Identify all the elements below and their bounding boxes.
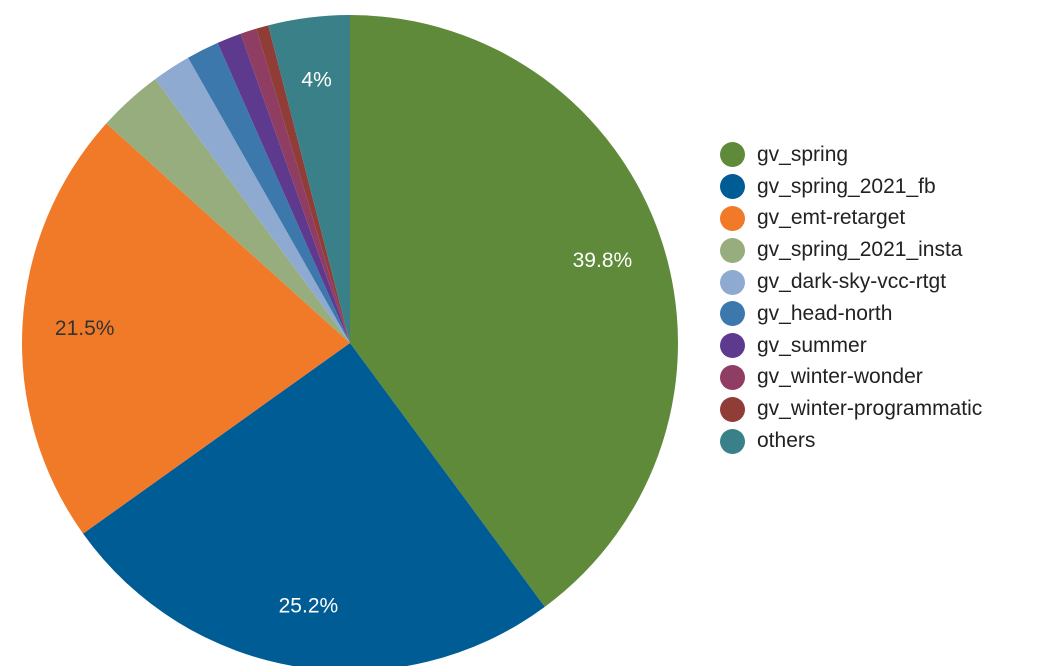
pie-slice-gv-winter-wonder[interactable] bbox=[240, 28, 350, 343]
legend-swatch bbox=[720, 205, 745, 231]
pie-slice-gv-emt-retarget[interactable] bbox=[21, 123, 350, 534]
legend-item-gv-summer[interactable]: gv_summer bbox=[720, 330, 982, 362]
legend-label: gv_dark-sky-vcc-rtgt bbox=[757, 270, 947, 294]
chart-legend: gv_spring gv_spring_2021_fb gv_emt-retarge… bbox=[720, 139, 982, 457]
legend-label: gv_spring bbox=[757, 142, 849, 166]
slice-label-others: 4% bbox=[301, 68, 331, 91]
legend-label: gv_summer bbox=[757, 333, 867, 357]
legend-swatch bbox=[720, 269, 745, 295]
pie-slice-gv-summer[interactable] bbox=[217, 33, 350, 344]
legend-label: gv_emt-retarget bbox=[757, 206, 906, 230]
legend-label: gv_spring_2021_insta bbox=[757, 238, 963, 262]
pie-slice-gv-head-north[interactable] bbox=[188, 42, 350, 343]
pie-labels: 39.8% 25.2% 21.5% 4% bbox=[55, 68, 632, 617]
legend-swatch bbox=[720, 396, 745, 422]
legend-label: gv_head-north bbox=[757, 301, 893, 325]
legend-swatch bbox=[720, 364, 745, 390]
legend-swatch bbox=[720, 301, 745, 327]
legend-item-gv-emt-retarget[interactable]: gv_emt-retarget bbox=[720, 203, 982, 235]
legend-item-gv-spring[interactable]: gv_spring bbox=[720, 139, 982, 171]
legend-label: gv_winter-wonder bbox=[757, 365, 923, 389]
pie-slice-gv-winter-programmatic[interactable] bbox=[256, 25, 350, 343]
pie-slice-others[interactable] bbox=[268, 15, 350, 343]
legend-swatch bbox=[720, 174, 745, 200]
legend-label: gv_spring_2021_fb bbox=[757, 174, 936, 198]
legend-item-gv-head-north[interactable]: gv_head-north bbox=[720, 298, 982, 330]
legend-swatch bbox=[720, 333, 745, 359]
pie-slices bbox=[21, 15, 678, 666]
legend-item-gv-dark-sky-vcc-rtgt[interactable]: gv_dark-sky-vcc-rtgt bbox=[720, 266, 982, 298]
pie-slice-gv-spring-2021-insta[interactable] bbox=[106, 79, 350, 344]
slice-label-gv-spring-2021-fb: 25.2% bbox=[279, 594, 339, 617]
legend-label: others bbox=[757, 429, 816, 453]
legend-item-gv-spring-2021-insta[interactable]: gv_spring_2021_insta bbox=[720, 234, 982, 266]
slice-label-gv-spring: 39.8% bbox=[573, 249, 633, 272]
pie-slice-gv-spring[interactable] bbox=[350, 15, 678, 607]
legend-item-gv-winter-programmatic[interactable]: gv_winter-programmatic bbox=[720, 393, 982, 425]
legend-swatch bbox=[720, 142, 745, 168]
legend-item-gv-winter-wonder[interactable]: gv_winter-wonder bbox=[720, 362, 982, 394]
legend-label: gv_winter-programmatic bbox=[757, 397, 983, 421]
pie-slice-gv-dark-sky-vcc-rtgt[interactable] bbox=[155, 57, 350, 343]
legend-item-others[interactable]: others bbox=[720, 425, 982, 457]
slice-label-gv-emt-retarget: 21.5% bbox=[55, 317, 115, 340]
legend-swatch bbox=[720, 428, 745, 454]
legend-swatch bbox=[720, 237, 745, 263]
legend-item-gv-spring-2021-fb[interactable]: gv_spring_2021_fb bbox=[720, 171, 982, 203]
pie-slice-gv-spring-2021-fb[interactable] bbox=[83, 343, 545, 666]
